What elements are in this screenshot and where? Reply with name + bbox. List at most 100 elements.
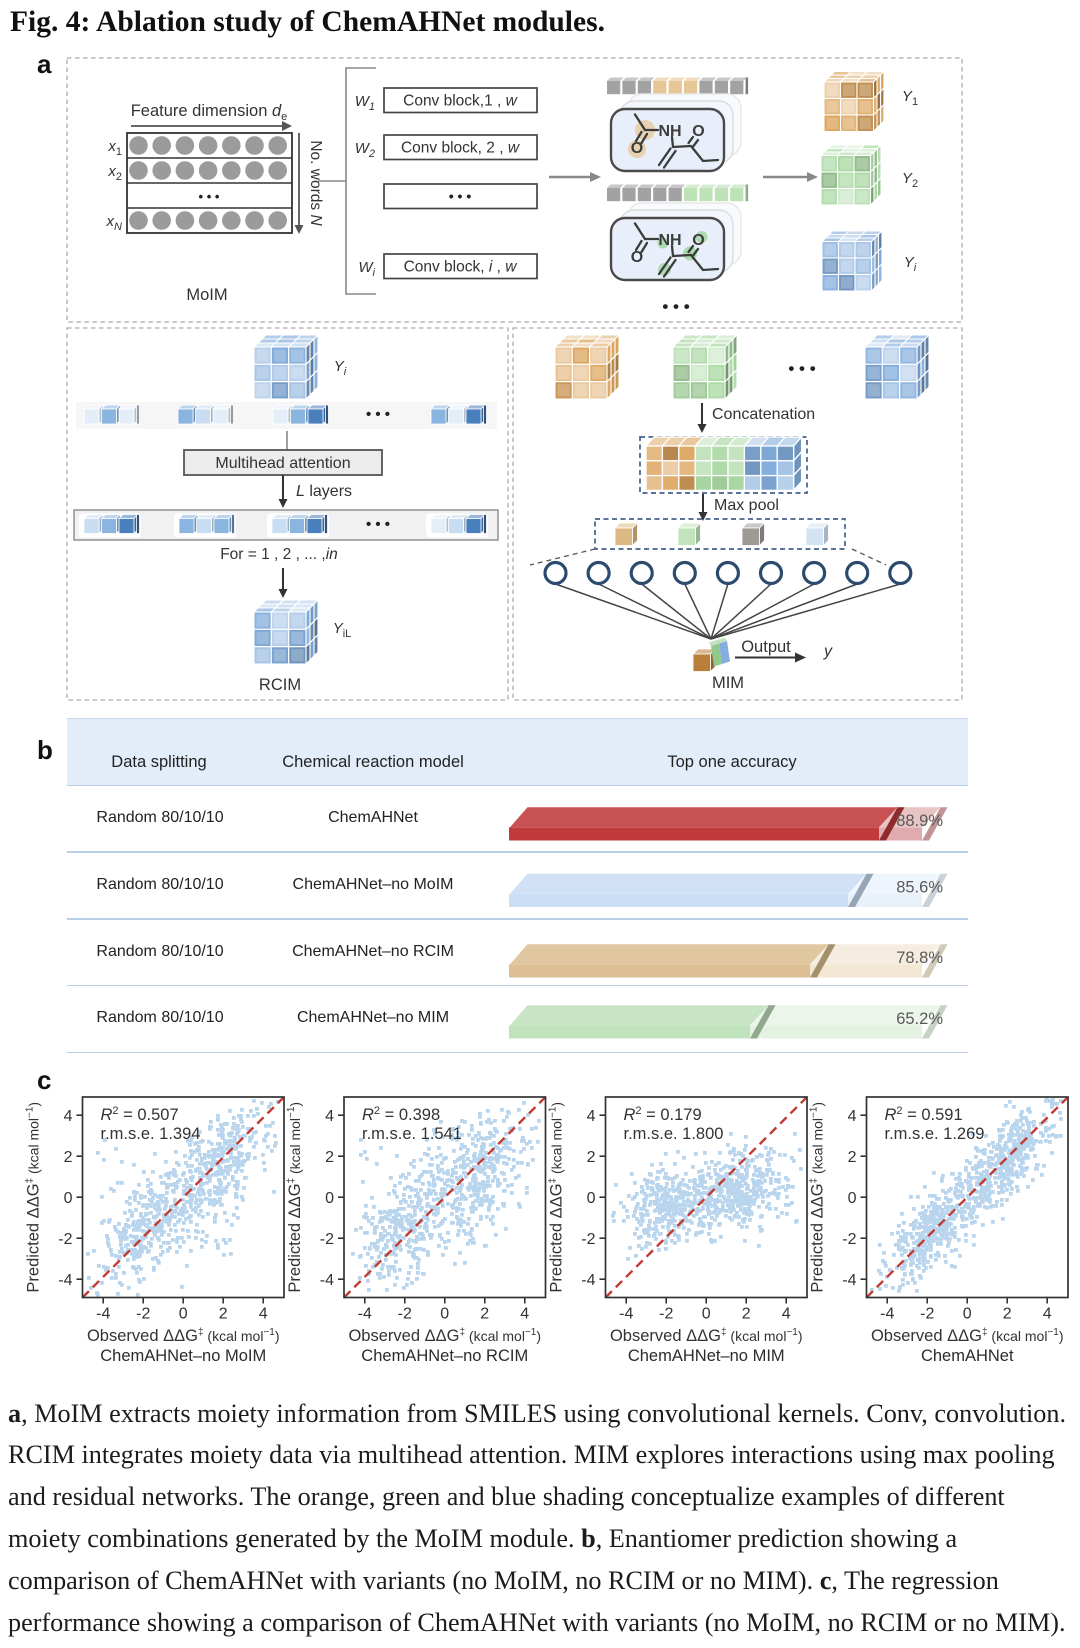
- svg-text:R2 = 0.507: R2 = 0.507: [101, 1105, 179, 1124]
- svg-text:Yi: Yi: [904, 254, 917, 274]
- svg-text:Wi: Wi: [358, 259, 375, 279]
- svg-text:• • •: • • •: [366, 406, 390, 423]
- svg-text:• • •: • • •: [366, 516, 390, 533]
- svg-text:YiL: YiL: [333, 620, 352, 640]
- svg-text:-4: -4: [880, 1306, 894, 1323]
- svg-text:Output: Output: [741, 638, 791, 656]
- svg-text:4: 4: [64, 1108, 73, 1125]
- svg-text:-4: -4: [842, 1272, 856, 1289]
- svg-text:2: 2: [1003, 1306, 1012, 1323]
- svg-text:2: 2: [64, 1149, 73, 1166]
- svg-text:W2: W2: [355, 140, 375, 160]
- svg-text:O: O: [692, 123, 704, 140]
- svg-text:4: 4: [782, 1306, 791, 1323]
- svg-text:ChemAHNet–no MoIM: ChemAHNet–no MoIM: [100, 1347, 266, 1365]
- svg-text:4: 4: [848, 1108, 857, 1125]
- svg-text:88.9%: 88.9%: [896, 812, 943, 830]
- svg-text:4: 4: [259, 1306, 268, 1323]
- svg-text:0: 0: [848, 1190, 857, 1207]
- svg-text:85.6%: 85.6%: [896, 879, 943, 897]
- svg-text:Y2: Y2: [902, 170, 918, 190]
- svg-text:NH: NH: [658, 123, 681, 140]
- svg-text:No. words N: No. words N: [307, 140, 324, 226]
- svg-text:0: 0: [440, 1306, 449, 1323]
- svg-text:RCIM: RCIM: [259, 676, 301, 694]
- svg-text:ChemAHNet–no RCIM: ChemAHNet–no RCIM: [361, 1347, 528, 1365]
- svg-text:2: 2: [742, 1306, 751, 1323]
- svg-text:4: 4: [325, 1108, 334, 1125]
- svg-text:xN: xN: [106, 213, 123, 233]
- svg-text:Conv block, 2 , w: Conv block, 2 , w: [401, 140, 521, 157]
- svg-text:R2 = 0.179: R2 = 0.179: [624, 1105, 702, 1124]
- svg-text:For = 1 , 2 , ... ,in: For = 1 , 2 , ... ,in: [220, 546, 338, 563]
- svg-text:Conv block,1 , w: Conv block,1 , w: [403, 93, 519, 110]
- svg-text:4: 4: [520, 1306, 529, 1323]
- svg-text:Multihead attention: Multihead attention: [215, 455, 350, 472]
- svg-text:4: 4: [587, 1108, 596, 1125]
- svg-text:Max pool: Max pool: [714, 497, 779, 514]
- svg-text:O: O: [692, 232, 704, 249]
- svg-text:Conv block, i , w: Conv block, i , w: [404, 259, 519, 276]
- svg-text:• • •: • • •: [199, 189, 220, 204]
- svg-text:ChemAHNet: ChemAHNet: [921, 1347, 1014, 1365]
- svg-text:O: O: [631, 140, 643, 157]
- svg-text:Predicted ΔΔG‡ (kcal mol−1): Predicted ΔΔG‡ (kcal mol−1): [286, 1102, 304, 1293]
- svg-text:-2: -2: [398, 1306, 412, 1323]
- svg-text:NH: NH: [658, 232, 681, 249]
- svg-text:• • •: • • •: [788, 359, 815, 378]
- svg-text:Concatenation: Concatenation: [712, 406, 815, 423]
- svg-text:• • •: • • •: [662, 297, 689, 316]
- svg-text:r.m.s.e. 1.394: r.m.s.e. 1.394: [101, 1125, 201, 1143]
- svg-text:2: 2: [848, 1149, 857, 1166]
- svg-text:Observed ΔΔG‡ (kcal mol−1): Observed ΔΔG‡ (kcal mol−1): [87, 1327, 280, 1345]
- svg-text:Y1: Y1: [902, 88, 918, 108]
- svg-text:Predicted ΔΔG‡ (kcal mol−1): Predicted ΔΔG‡ (kcal mol−1): [548, 1102, 566, 1293]
- svg-text:78.8%: 78.8%: [896, 949, 943, 967]
- svg-text:R2 = 0.398: R2 = 0.398: [362, 1105, 440, 1124]
- svg-text:Observed ΔΔG‡ (kcal mol−1): Observed ΔΔG‡ (kcal mol−1): [610, 1327, 803, 1345]
- svg-text:r.m.s.e. 1.541: r.m.s.e. 1.541: [362, 1125, 462, 1143]
- svg-text:-2: -2: [320, 1231, 334, 1248]
- svg-text:0: 0: [64, 1190, 73, 1207]
- svg-text:-4: -4: [358, 1306, 372, 1323]
- svg-text:L layers: L layers: [296, 483, 352, 500]
- svg-text:2: 2: [219, 1306, 228, 1323]
- svg-text:0: 0: [325, 1190, 334, 1207]
- svg-text:x2: x2: [107, 163, 122, 183]
- svg-text:O: O: [631, 249, 643, 266]
- svg-text:-2: -2: [659, 1306, 673, 1323]
- svg-text:-2: -2: [581, 1231, 595, 1248]
- svg-text:W1: W1: [355, 93, 375, 113]
- svg-text:R2 = 0.591: R2 = 0.591: [885, 1105, 963, 1124]
- svg-text:-2: -2: [842, 1231, 856, 1248]
- svg-text:0: 0: [179, 1306, 188, 1323]
- svg-text:-4: -4: [581, 1272, 595, 1289]
- svg-text:MoIM: MoIM: [186, 286, 227, 304]
- svg-text:-4: -4: [96, 1306, 110, 1323]
- svg-text:-4: -4: [58, 1272, 72, 1289]
- svg-text:2: 2: [587, 1149, 596, 1166]
- svg-text:0: 0: [963, 1306, 972, 1323]
- svg-text:Feature dimension de: Feature dimension de: [131, 102, 288, 123]
- svg-text:y: y: [823, 643, 833, 660]
- svg-text:2: 2: [480, 1306, 489, 1323]
- svg-text:0: 0: [587, 1190, 596, 1207]
- svg-text:r.m.s.e. 1.800: r.m.s.e. 1.800: [624, 1125, 724, 1143]
- svg-text:Predicted ΔΔG‡ (kcal mol−1): Predicted ΔΔG‡ (kcal mol−1): [25, 1102, 43, 1293]
- svg-text:MIM: MIM: [712, 674, 744, 692]
- svg-text:x1: x1: [107, 138, 122, 158]
- svg-text:-4: -4: [619, 1306, 633, 1323]
- svg-text:2: 2: [325, 1149, 334, 1166]
- svg-text:Observed ΔΔG‡ (kcal mol−1): Observed ΔΔG‡ (kcal mol−1): [871, 1327, 1064, 1345]
- svg-text:65.2%: 65.2%: [896, 1010, 943, 1028]
- svg-text:Yi: Yi: [334, 358, 347, 378]
- svg-text:-4: -4: [320, 1272, 334, 1289]
- svg-text:-2: -2: [136, 1306, 150, 1323]
- svg-text:ChemAHNet–no MIM: ChemAHNet–no MIM: [628, 1347, 785, 1365]
- svg-text:Observed ΔΔG‡ (kcal mol−1): Observed ΔΔG‡ (kcal mol−1): [348, 1327, 541, 1345]
- svg-text:• • •: • • •: [449, 188, 472, 204]
- svg-text:0: 0: [702, 1306, 711, 1323]
- svg-text:-2: -2: [58, 1231, 72, 1248]
- svg-text:Predicted ΔΔG‡ (kcal mol−1): Predicted ΔΔG‡ (kcal mol−1): [809, 1102, 827, 1293]
- svg-text:r.m.s.e. 1.269: r.m.s.e. 1.269: [885, 1125, 985, 1143]
